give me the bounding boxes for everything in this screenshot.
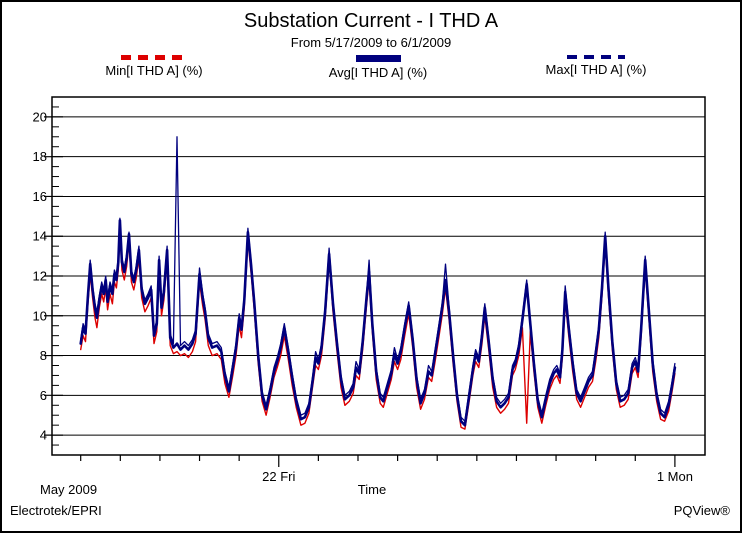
page-title: Substation Current - I THD A — [243, 10, 499, 32]
footer-product-label: PQView® — [673, 503, 730, 518]
max-dashed-line-swatch-icon — [567, 55, 625, 59]
legend-item-avg: Avg[I THD A] (%) — [313, 55, 443, 80]
x-axis-title: Time — [358, 482, 386, 497]
y-tick-label: 10 — [33, 308, 47, 323]
footer-vendor-label: Electrotek/EPRI — [10, 503, 102, 518]
legend-label-avg: Avg[I THD A] (%) — [328, 65, 428, 80]
x-tick-label: 22 Fri — [262, 469, 295, 484]
series-avg-line — [79, 219, 677, 427]
min-dashed-line-swatch-icon — [121, 55, 187, 60]
legend-item-min: Min[I THD A] (%) — [89, 55, 219, 78]
y-tick-label: 18 — [33, 149, 47, 164]
y-tick-label: 20 — [33, 109, 47, 124]
y-tick-label: 16 — [33, 189, 47, 204]
legend-label-max: Max[I THD A] (%) — [545, 62, 647, 77]
y-tick-label: 12 — [33, 269, 47, 284]
legend-item-max: Max[I THD A] (%) — [531, 55, 661, 77]
y-tick-label: 4 — [40, 428, 47, 443]
y-tick-label: 6 — [40, 388, 47, 403]
avg-solid-line-swatch-icon — [355, 55, 401, 62]
x-tick-label: 1 Mon — [657, 469, 693, 484]
chart-subtitle: From 5/17/2009 to 6/1/2009 — [290, 35, 452, 50]
y-tick-label: 14 — [33, 229, 47, 244]
plot-border — [51, 96, 706, 456]
x-axis-ticks: 22 Fri 1 Mon — [80, 455, 693, 484]
y-tick-label: 8 — [40, 348, 47, 363]
thd-line-chart-plot: 4 6 8 10 12 14 16 18 20 22 Fri 1 Mon May 2009 Time — [33, 96, 706, 497]
legend-label-min: Min[I THD A] (%) — [105, 63, 203, 78]
x-axis-period-label: May 2009 — [40, 482, 97, 497]
axis-annotations: May 2009 Time — [40, 482, 386, 497]
y-axis-ticks: 4 6 8 10 12 14 16 18 20 — [33, 106, 63, 446]
